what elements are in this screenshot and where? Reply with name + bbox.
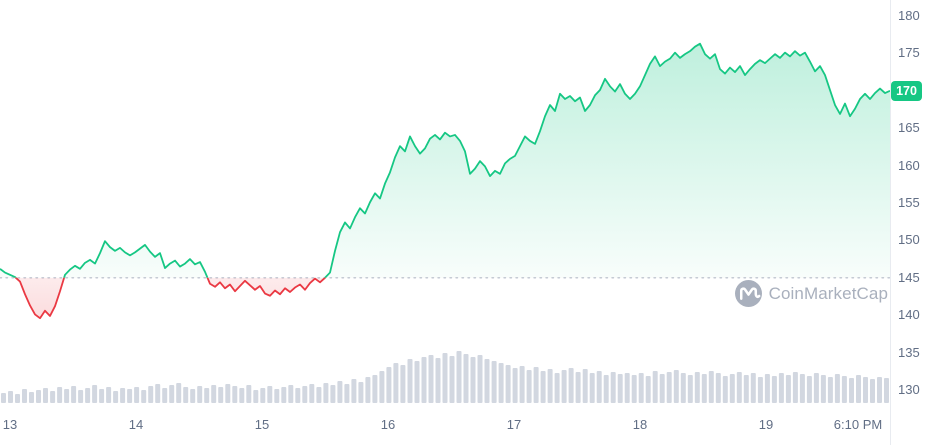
current-price-badge: 170 <box>891 80 922 101</box>
coinmarketcap-watermark-label: CoinMarketCap <box>768 283 888 303</box>
coinmarketcap-watermark[interactable]: CoinMarketCap <box>734 280 888 307</box>
coinmarketcap-logo-icon <box>734 280 762 307</box>
